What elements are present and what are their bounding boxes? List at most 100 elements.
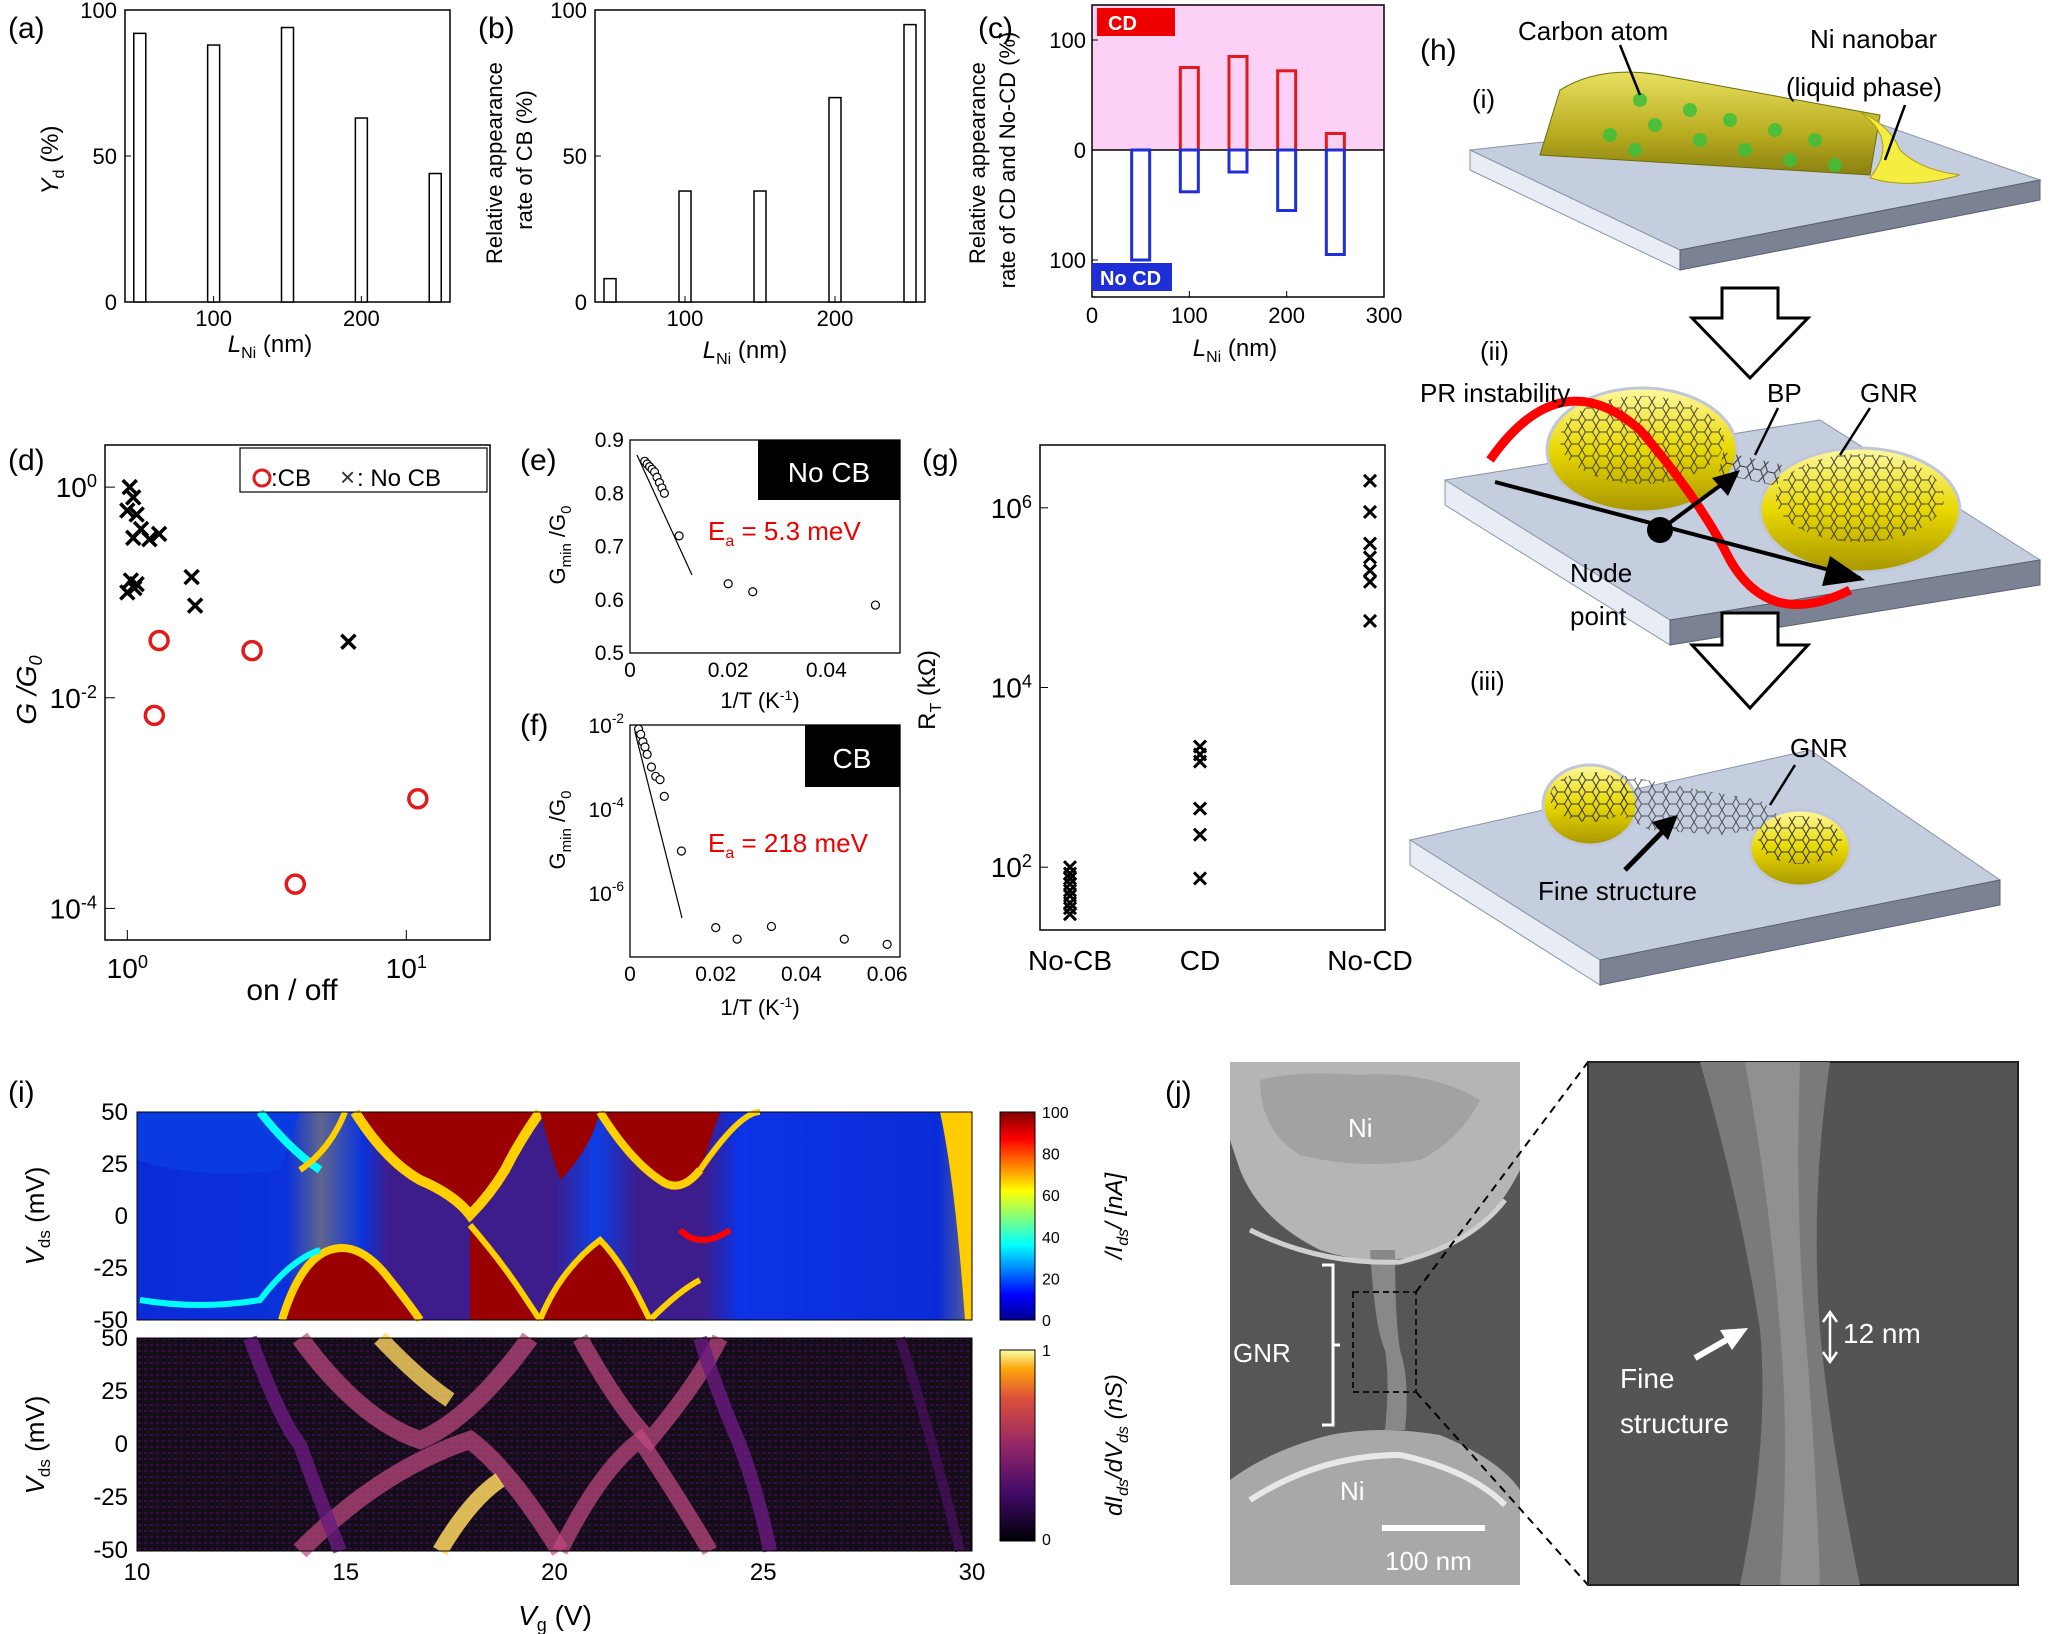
chart-d-legend-cb-marker: [252, 468, 272, 488]
axis-arrow-long-head: [1822, 556, 1865, 586]
chart-b-bar: [903, 23, 917, 303]
chart-a-ylabel: Yd (%): [37, 126, 68, 195]
sem-zoom-box: [1352, 1291, 1417, 1393]
chart-f-point: [646, 762, 657, 772]
chart-g: 102 104 106 No-CB CD No-CD RT (kΩ): [914, 444, 1413, 976]
carbon-atom-dot: [1808, 133, 1822, 147]
sem-j: Ni Ni GNR 100 nm 12 nm Fine structure: [1230, 1061, 2019, 1586]
panel-label-i: (i): [8, 1076, 35, 1109]
chart-d-ylabel: G /G0: [11, 655, 46, 724]
chart-c-xtick: 100: [1171, 303, 1208, 328]
colorbar-top-tick: 0: [1042, 1313, 1051, 1330]
chart-f-ytick: 10-2: [589, 711, 625, 738]
chart-d: 100 101 100 10-2 10-4 :CB × : No CB G /G0 on…: [11, 444, 491, 1007]
heatmap-xtick: 30: [959, 1559, 986, 1586]
chart-f-xtick: 0.04: [781, 963, 822, 986]
chart-f-point: [732, 934, 742, 944]
chart-b-ytick: 100: [550, 0, 587, 23]
chart-f-point: [711, 923, 721, 933]
chart-e-point: [674, 531, 684, 541]
schematic-step-iii: (iii): [1470, 666, 1505, 696]
chart-g-ytick: 102: [991, 851, 1032, 883]
zoom-line-bottom: [1415, 1391, 1589, 1586]
chart-f-fit-line: [634, 731, 683, 919]
chart-g-point: [1192, 871, 1208, 886]
chart-d-point-nocb: [124, 529, 142, 547]
label-carbon-atom: Carbon atom: [1518, 16, 1668, 46]
chart-d-point-nocb: [150, 525, 168, 543]
pr-instability-wave: [1486, 396, 1853, 609]
chart-e-ylabel: Gmin /G0: [545, 506, 575, 585]
chart-d-point-cb: [284, 873, 307, 895]
label-node-2: point: [1570, 601, 1627, 631]
carbon-atom-dot: [1768, 123, 1782, 137]
chart-d-point-cb: [407, 787, 429, 810]
colorbar-top-tick: 60: [1042, 1188, 1060, 1205]
chart-a: 0 50 100 100 200 Yd (%) LNi (nm): [37, 0, 451, 362]
chart-c-ytick: 0: [1074, 138, 1086, 163]
carbon-atom-dot: [1693, 133, 1707, 147]
arrow-gnr-iii: [1768, 764, 1797, 806]
chart-g-point: [1362, 613, 1378, 629]
carbon-atom-dot: [1828, 158, 1842, 172]
chart-c-ytick: 100: [1049, 248, 1086, 273]
chart-g-category-label: No-CB: [1028, 945, 1112, 976]
chart-d-point-cb: [148, 629, 170, 652]
chart-d-point-nocb: [141, 531, 158, 548]
chart-g-point: [1062, 883, 1078, 898]
carbon-atom-dot: [1723, 113, 1737, 127]
process-arrow-1: [1688, 286, 1812, 381]
heatmap-top-ylabel: Vds (mV): [20, 1167, 54, 1266]
chart-e-xtick: 0: [624, 659, 636, 682]
carbon-atom-dot: [1633, 93, 1647, 107]
colorbar-top-tick: 40: [1042, 1230, 1060, 1247]
ni-nanobar: [1539, 71, 1961, 184]
chart-c-nocd-badge: [1092, 263, 1172, 291]
chart-c-ytick: 100: [1049, 28, 1086, 53]
chart-g-point: [1362, 504, 1378, 519]
heatmap-xlabel: Vg (V): [518, 1600, 592, 1634]
chart-d-point-nocb: [340, 633, 357, 651]
chart-f-xtick: 0.06: [867, 963, 908, 986]
sem-label-ni-bottom: Ni: [1340, 1476, 1365, 1506]
fine-structure-arrow-head: [1720, 1328, 1748, 1350]
chart-b-xtick: 200: [817, 306, 854, 331]
chart-f-point: [642, 749, 652, 759]
panel-label-d: (d): [8, 444, 45, 477]
sem-bracket: [1322, 1263, 1340, 1427]
chart-a-bar: [354, 117, 369, 303]
colorbar-bottom-tick: 0: [1042, 1532, 1051, 1549]
chart-c-cd-badge-label: CD: [1108, 13, 1137, 35]
chart-b-xtick: 100: [667, 306, 704, 331]
chart-e-fit-line: [636, 454, 693, 576]
chart-g-point: [1362, 473, 1378, 488]
carbon-atom-dot: [1738, 143, 1752, 157]
chart-b: 0 50 100 100 200 Relative appearance rate of…: [482, 0, 926, 368]
chart-c-nocd-badge-label: No CD: [1100, 268, 1161, 290]
panel-label-e: (e): [520, 444, 557, 477]
chart-f-xlabel: 1/T (K-1): [720, 994, 799, 1020]
heatmap-top-ytick: 50: [101, 1099, 128, 1126]
chart-a-bar: [428, 172, 442, 303]
chart-c-cd-badge: [1097, 8, 1175, 36]
chart-c-bar-nocd: [1227, 148, 1249, 174]
chart-d-point-cb: [143, 704, 166, 727]
heatmap-top-ytick: 0: [115, 1203, 128, 1230]
chart-g-point: [1062, 895, 1078, 911]
axis-arrow-up-head: [1712, 470, 1740, 496]
chart-c-frame: [1091, 4, 1385, 298]
bp-droplets: [1545, 386, 1962, 574]
chart-c-xlabel: LNi (nm): [1193, 335, 1277, 366]
carbon-atoms: [1603, 93, 1842, 172]
heatmap-bottom-ytick: 50: [101, 1325, 128, 1352]
panel-label-j: (j): [1165, 1076, 1192, 1109]
chart-a-bar: [280, 26, 295, 303]
chart-g-ytick: 106: [991, 492, 1032, 524]
carbon-atom-dot: [1783, 153, 1797, 167]
chart-g-category-label: No-CD: [1327, 945, 1413, 976]
chart-f-point: [839, 934, 849, 944]
chart-d-point-nocb: [183, 568, 200, 586]
schematic-step-ii: (ii): [1480, 336, 1509, 366]
chart-a-ytick: 0: [105, 290, 117, 315]
